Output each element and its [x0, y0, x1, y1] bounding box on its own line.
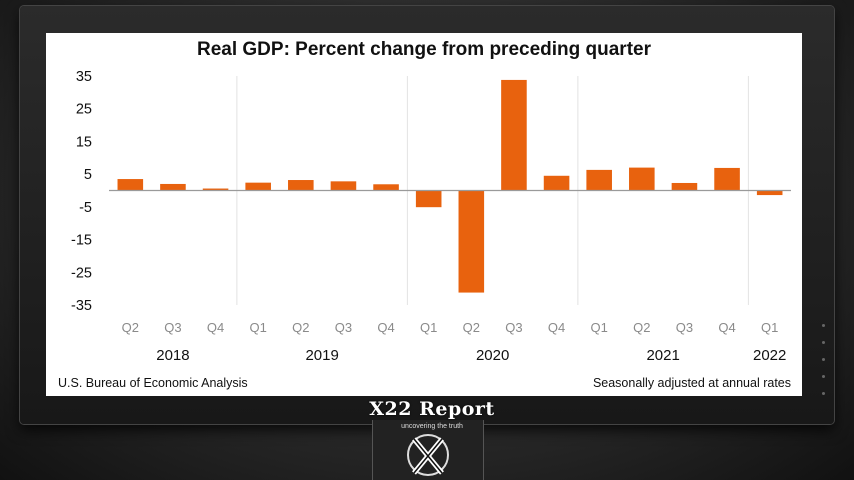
year-label: 2020: [476, 347, 509, 364]
source-note: U.S. Bureau of Economic Analysis: [58, 376, 248, 390]
quarter-label: Q4: [718, 320, 735, 335]
quarter-label: Q1: [591, 320, 608, 335]
quarter-label: Q2: [122, 320, 139, 335]
year-label: 2019: [305, 347, 338, 364]
quarter-label: Q3: [676, 320, 693, 335]
quarter-label: Q3: [505, 320, 522, 335]
gdp-bar: [756, 190, 783, 196]
y-tick-label: 5: [84, 167, 92, 183]
gdp-chart: Real GDP: Percent change from preceding …: [58, 39, 791, 390]
year-label: 2021: [646, 347, 679, 364]
quarter-label: Q3: [164, 320, 181, 335]
year-label: 2018: [156, 347, 189, 364]
gdp-bar: [458, 190, 485, 293]
y-tick-label: -5: [79, 200, 92, 216]
brand-name: X22 Report: [369, 398, 495, 420]
gdp-bar: [415, 190, 442, 208]
quarter-label: Q2: [463, 320, 480, 335]
gdp-bar: [501, 79, 527, 191]
monitor-buttons: [822, 324, 826, 409]
gdp-bar: [543, 175, 570, 191]
quarter-label: Q2: [633, 320, 650, 335]
gdp-bar: [330, 181, 357, 191]
quarter-label: Q1: [761, 320, 778, 335]
gdp-bar: [586, 169, 612, 191]
gdp-bar: [202, 188, 229, 191]
y-tick-label: -25: [71, 265, 92, 281]
gdp-bar: [117, 179, 144, 191]
brand-tagline: uncovering the truth: [401, 423, 463, 430]
quarter-label: Q4: [207, 320, 224, 335]
y-tick-label: 25: [76, 102, 92, 118]
gdp-bar: [245, 182, 271, 191]
gdp-bar: [671, 182, 698, 191]
quarter-label: Q4: [377, 320, 394, 335]
logo-panel: [372, 420, 484, 480]
quarter-label: Q1: [250, 320, 267, 335]
quarter-label: Q3: [335, 320, 352, 335]
gdp-bar: [629, 167, 655, 191]
quarter-label: Q2: [292, 320, 309, 335]
quarter-label: Q1: [420, 320, 437, 335]
y-tick-label: -35: [71, 298, 92, 314]
x22-emblem-icon: [407, 434, 449, 476]
quarter-label: Q4: [548, 320, 565, 335]
chart-screen: Real GDP: Percent change from preceding …: [46, 33, 802, 396]
gdp-bar: [373, 184, 399, 191]
gdp-bar: [714, 167, 740, 191]
y-tick-label: -15: [71, 233, 92, 249]
gdp-bar: [160, 183, 186, 191]
y-tick-label: 35: [76, 69, 92, 85]
adjustment-note: Seasonally adjusted at annual rates: [593, 376, 791, 390]
year-label: 2022: [753, 347, 786, 364]
chart-title: Real GDP: Percent change from preceding …: [197, 39, 652, 60]
gdp-bar: [288, 180, 314, 191]
y-tick-label: 15: [76, 134, 92, 150]
